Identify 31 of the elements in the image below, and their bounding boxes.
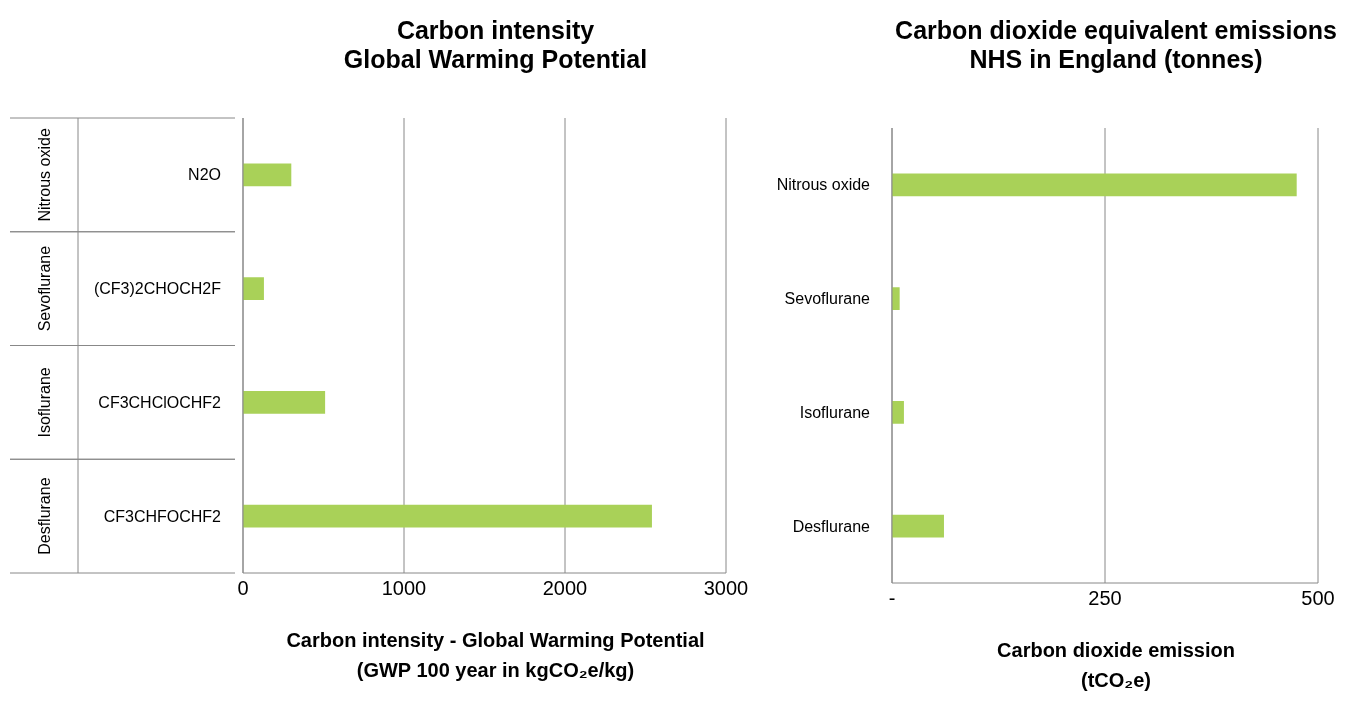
- x-tick-label: 500: [1301, 587, 1335, 610]
- x-tick-label: 0: [237, 577, 249, 600]
- y-tick-label: N2O: [188, 166, 221, 184]
- bar: [243, 277, 264, 300]
- y-tick-label: Sevoflurane: [784, 290, 871, 308]
- chart-title: Carbon dioxide equivalent emissions NHS in England (tonnes): [894, 16, 1338, 74]
- y-tick-label: CF3CHFOCHF2: [103, 507, 222, 525]
- text: Isoflurane: [35, 367, 53, 438]
- text: Nitrous oxide: [35, 128, 53, 222]
- y-tick-label: (CF3)2CHOCH2F: [93, 280, 222, 298]
- bar: [243, 504, 652, 528]
- text: Sevoflurane: [35, 245, 53, 332]
- y-tick-label: Desflurane: [792, 517, 871, 535]
- y-tick-label: CF3CHClOCHF2: [98, 393, 222, 411]
- y-tick-label: Isoflurane: [799, 403, 871, 421]
- bar: [243, 163, 292, 187]
- x-tick-label: 1000: [381, 577, 427, 600]
- x-tick-label: -: [888, 587, 896, 610]
- chart-title: Carbon intensity Global Warming Potential: [342, 16, 649, 74]
- text: Desflurane: [35, 477, 53, 555]
- x-tick-label: 3000: [703, 577, 749, 600]
- bar: [892, 401, 904, 424]
- x-tick-label: 250: [1088, 587, 1122, 610]
- y-tick-label: Nitrous oxide: [776, 176, 871, 194]
- bar: [892, 287, 900, 310]
- bar: [892, 173, 1297, 197]
- bar: [243, 391, 326, 414]
- x-axis-title: Carbon intensity - Global Warming Potential (GWP 100 year in kgCO₂e/kg): [285, 628, 706, 683]
- x-axis-title: Carbon dioxide emission (tCO₂e): [996, 638, 1236, 693]
- x-tick-label: 2000: [542, 577, 588, 600]
- bar: [892, 514, 944, 538]
